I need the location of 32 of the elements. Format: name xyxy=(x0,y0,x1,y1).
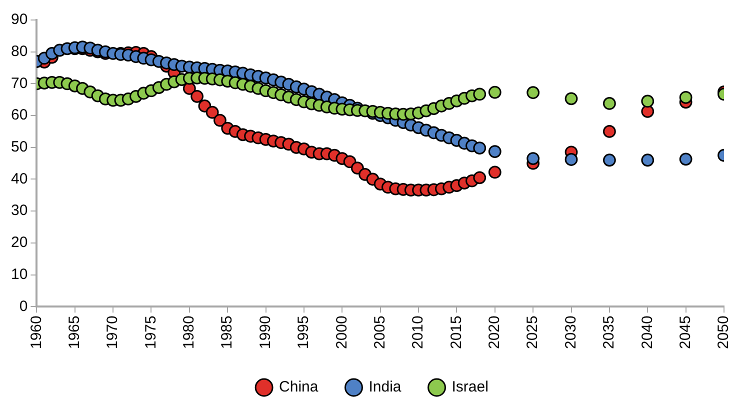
y-tick-label: 60 xyxy=(10,106,28,124)
x-tick-label: 1960 xyxy=(28,316,45,350)
x-tick-label: 2005 xyxy=(371,316,388,350)
x-tick-label: 1990 xyxy=(256,316,274,350)
y-tick-label: 40 xyxy=(10,170,28,188)
y-tick-label: 10 xyxy=(10,266,28,283)
legend-label: China xyxy=(279,378,319,396)
x-tick-label: 1975 xyxy=(142,316,160,350)
y-tick-label: 90 xyxy=(10,11,28,28)
x-tick-label: 2010 xyxy=(410,316,427,350)
x-tick-label: 2000 xyxy=(333,316,350,350)
legend-label: Israel xyxy=(452,378,488,396)
x-tick-label: 1980 xyxy=(180,316,198,350)
legend-label: India xyxy=(368,378,402,396)
y-tick-label: 0 xyxy=(19,298,28,315)
x-tick-label: 2045 xyxy=(676,316,694,350)
x-tick-label: 2050 xyxy=(715,316,732,350)
x-tick-label: 1995 xyxy=(295,316,312,350)
x-tick-label: 2020 xyxy=(486,316,504,350)
x-tick-label: 2025 xyxy=(524,316,542,350)
y-tick-label: 30 xyxy=(10,202,28,220)
x-tick-label: 1965 xyxy=(66,316,84,350)
x-tick-label: 1985 xyxy=(218,316,236,350)
x-tick-label: 2015 xyxy=(448,316,465,350)
x-tick-label: 2030 xyxy=(562,316,580,350)
y-tick-label: 50 xyxy=(10,138,28,156)
x-tick-label: 2040 xyxy=(638,316,656,350)
y-tick-label: 70 xyxy=(10,74,28,92)
y-tick-label: 20 xyxy=(10,234,28,252)
x-tick-label: 1970 xyxy=(104,316,122,350)
y-tick-label: 80 xyxy=(10,42,28,60)
x-tick-label: 2035 xyxy=(600,316,618,350)
